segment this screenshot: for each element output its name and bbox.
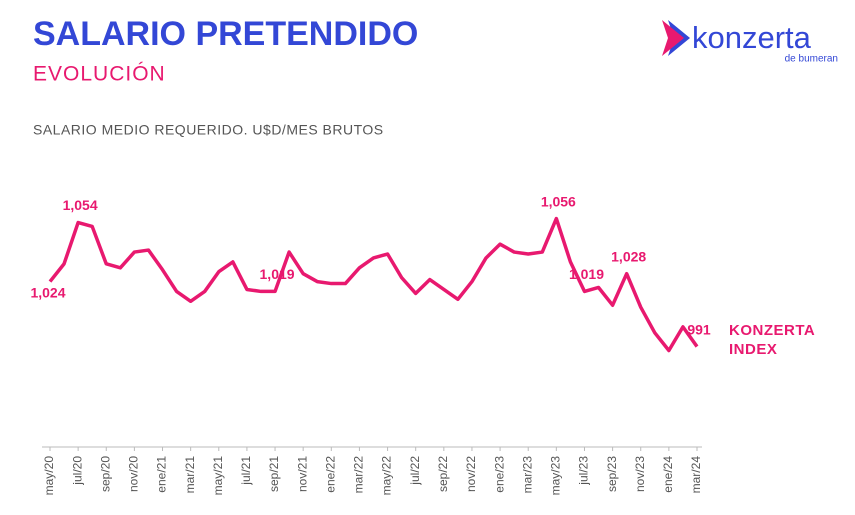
y-label: SALARIO MEDIO REQUERIDO. U$D/MES BRUTOS: [33, 122, 384, 138]
x-tick-label: ene/21: [155, 456, 169, 493]
x-tick-label: sep/22: [436, 456, 450, 492]
x-tick-label: nov/23: [633, 456, 647, 492]
data-label: 1,019: [569, 266, 604, 282]
x-tick-label: sep/20: [98, 456, 112, 492]
x-tick-label: sep/21: [267, 456, 281, 492]
logo-tagline: de bumeran: [785, 54, 838, 65]
data-label: 1,019: [260, 266, 295, 282]
title: SALARIO PRETENDIDO: [33, 15, 418, 53]
data-label: 1,028: [611, 248, 646, 264]
data-label: 1,054: [63, 197, 98, 213]
x-tick-label: mar/21: [183, 456, 197, 494]
x-tick-label: may/20: [42, 456, 56, 496]
data-label: 1,056: [541, 193, 576, 209]
line: [48, 216, 699, 353]
x-tick-label: nov/20: [127, 456, 141, 492]
x-tick-label: may/21: [211, 456, 225, 496]
x-tick-label: mar/22: [352, 456, 366, 494]
x-tick-label: jul/20: [70, 456, 84, 486]
logo-mark: [662, 20, 690, 56]
legend-entry: KONZERTA INDEX: [729, 322, 815, 358]
data-label: 991: [687, 321, 711, 337]
x-tick-label: nov/22: [464, 456, 478, 492]
x-tick-label: mar/23: [520, 456, 534, 494]
x-tick-label: may/23: [549, 456, 563, 496]
logo-name: konzerta: [692, 20, 812, 55]
x-tick-label: may/22: [380, 456, 394, 496]
x-tick-label: jul/23: [577, 456, 591, 486]
x-tick-label: ene/22: [323, 456, 337, 493]
x-tick-label: nov/21: [295, 456, 309, 492]
x-tick-label: ene/23: [492, 456, 506, 493]
x-tick-label: jul/22: [408, 456, 422, 486]
x-tick-label: sep/23: [605, 456, 619, 492]
x-tick-label: mar/24: [689, 456, 703, 494]
x-tick-label: ene/24: [661, 456, 675, 493]
subtitle: EVOLUCIÓN: [33, 63, 166, 86]
x-tick-label: jul/21: [239, 456, 253, 486]
data-label: 1,024: [30, 284, 65, 300]
